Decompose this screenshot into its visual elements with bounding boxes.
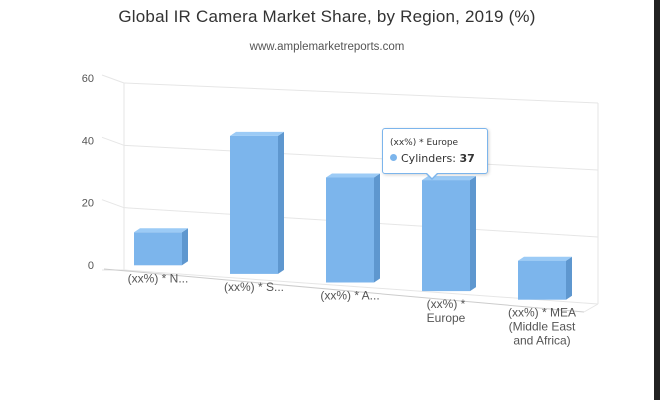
x-tick-label: (xx%) * S...	[224, 280, 284, 294]
bar-side	[374, 173, 380, 283]
bar	[422, 176, 476, 292]
tooltip-series-dot	[390, 154, 397, 161]
bar	[326, 173, 380, 283]
tooltip-line: Cylinders: 37	[390, 152, 475, 165]
bar-side	[182, 228, 188, 266]
bar-top	[230, 131, 284, 136]
x-tick-label: (xx%) * N...	[128, 271, 189, 285]
bar-front	[230, 135, 278, 274]
bar-side	[566, 256, 572, 300]
bar-front	[422, 180, 470, 292]
chart-title: Global IR Camera Market Share, by Region…	[118, 7, 536, 26]
chart-subtitle: www.amplemarketreports.com	[249, 41, 405, 53]
x-axis-labels: (xx%) * N... (xx%) * S... (xx%) * A... (xx%…	[128, 271, 576, 347]
chart-bars	[134, 131, 572, 300]
bar-top	[518, 256, 572, 261]
tooltip-series-name: Cylinders	[401, 152, 453, 165]
page-edge	[654, 0, 660, 400]
bar-side	[470, 176, 476, 292]
y-tick-label: 20	[82, 198, 94, 210]
y-axis-ticks: 0 20 40 60	[82, 73, 94, 272]
x-tick-label: (xx%) * MEA (Middle East and Africa)	[508, 306, 576, 348]
y-tick-label: 60	[82, 73, 94, 85]
bar	[230, 131, 284, 274]
bar-front	[326, 177, 374, 283]
bar-top	[134, 228, 188, 233]
bar	[134, 228, 188, 266]
gridline-side	[101, 74, 125, 84]
floor-front-edge	[103, 268, 585, 313]
bar-side	[278, 131, 284, 274]
tooltip-header: (xx%) * Europe	[390, 138, 459, 148]
gridline	[123, 144, 599, 171]
gridline	[123, 82, 599, 104]
floor-right-edge	[583, 303, 599, 313]
chart-tooltip: (xx%) * Europe Cylinders: 37	[382, 128, 488, 174]
y-tick-label: 40	[82, 135, 94, 147]
tooltip-value: 37	[459, 152, 475, 165]
chart-grid	[101, 74, 599, 313]
tooltip-pointer-fill	[426, 172, 438, 178]
y-tick-label: 0	[88, 260, 94, 272]
bar-front	[134, 232, 182, 266]
x-tick-label: (xx%) * Europe	[427, 297, 466, 325]
x-tick-label: (xx%) * A...	[320, 289, 379, 303]
bar-top	[326, 173, 380, 178]
bar-front	[518, 260, 566, 300]
gridline-side	[101, 199, 125, 209]
gridline-side	[101, 136, 125, 146]
bar	[518, 256, 572, 300]
